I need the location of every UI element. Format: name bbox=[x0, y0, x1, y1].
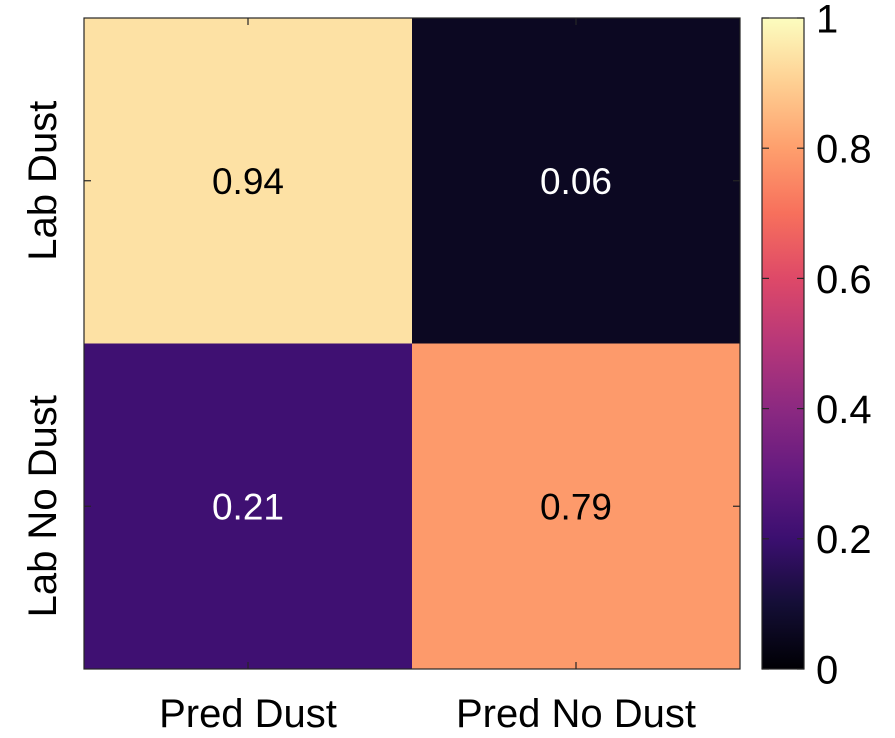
colorbar-tick-label: 0 bbox=[816, 648, 838, 692]
x-tick-labels: Pred Dust Pred No Dust bbox=[159, 692, 696, 736]
heatmap-cells bbox=[84, 18, 740, 669]
colorbar-tick-label: 0.4 bbox=[816, 388, 872, 432]
colorbar-tick-label: 1 bbox=[816, 0, 838, 41]
heatmap-cell bbox=[412, 343, 740, 669]
heatmap-cell bbox=[84, 343, 412, 669]
heatmap-cell bbox=[412, 18, 740, 344]
x-tick-label: Pred No Dust bbox=[456, 692, 696, 736]
y-tick-label: Lab Dust bbox=[21, 101, 65, 261]
y-tick-labels: Lab Dust Lab No Dust bbox=[21, 101, 65, 618]
cell-value-label: 0.94 bbox=[212, 161, 284, 202]
colorbar-tick-label: 0.2 bbox=[816, 518, 872, 562]
heatmap-cell bbox=[84, 18, 412, 344]
colorbar-tick-label: 0.6 bbox=[816, 258, 872, 302]
heatmap-cell-labels: 0.94 0.06 0.21 0.79 bbox=[212, 161, 612, 528]
colorbar bbox=[761, 17, 805, 670]
axis-ticks bbox=[84, 18, 740, 669]
y-tick-label: Lab No Dust bbox=[21, 395, 65, 617]
x-tick-label: Pred Dust bbox=[159, 692, 337, 736]
colorbar-tick-label: 0.8 bbox=[816, 128, 872, 172]
colorbar-ticks bbox=[762, 17, 804, 670]
cell-value-label: 0.79 bbox=[540, 487, 612, 528]
cell-value-label: 0.21 bbox=[212, 487, 284, 528]
colorbar-tick-labels: 0 0.2 0.4 0.6 0.8 1 bbox=[816, 0, 872, 692]
cell-value-label: 0.06 bbox=[540, 161, 612, 202]
plot-frame bbox=[83, 17, 741, 670]
